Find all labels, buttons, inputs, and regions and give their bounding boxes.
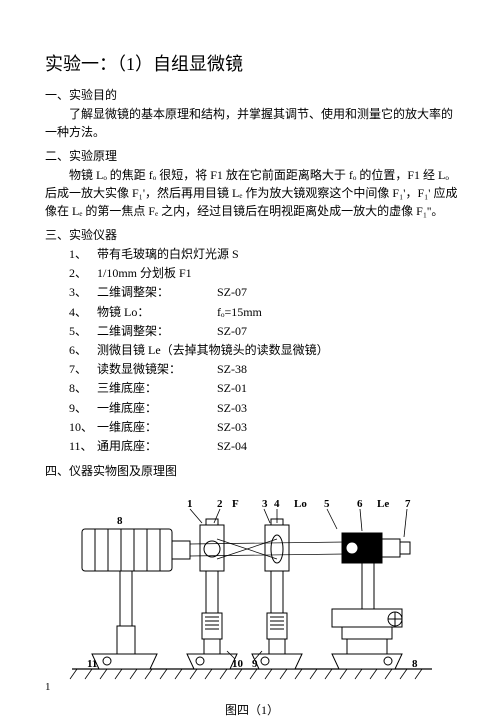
instrument-list: 1、带有毛玻璃的白炽灯光源 S 2、1/10mm 分划板 F1 3、二维调整架：… — [69, 245, 459, 456]
svg-text:5: 5 — [324, 498, 330, 510]
svg-text:4: 4 — [274, 498, 280, 510]
section-3-head: 三、实验仪器 — [45, 226, 459, 243]
svg-text:Le: Le — [377, 498, 389, 510]
list-item: 3、二维调整架：SZ-07 — [69, 283, 459, 302]
figure-caption: 图四（1） — [45, 701, 459, 718]
svg-text:9: 9 — [252, 658, 258, 670]
page-number: 1 — [45, 681, 51, 693]
list-item: 5、二维调整架：SZ-07 — [69, 322, 459, 341]
list-item: 11、通用底座：SZ-04 — [69, 437, 459, 456]
list-item: 7、读数显微镜架：SZ-38 — [69, 360, 459, 379]
list-item: 1、带有毛玻璃的白炽灯光源 S — [69, 245, 459, 264]
diagram: 1 2 F 3 4 Lo 5 6 Le 7 8 11 10 9 8 图四（1） — [45, 489, 459, 718]
list-item: 8、三维底座：SZ-01 — [69, 379, 459, 398]
svg-text:Lo: Lo — [294, 498, 307, 510]
section-1-body: 了解显微镜的基本原理和结构，并掌握其调节、使用和测量它的放大率的一种方法。 — [45, 105, 459, 141]
svg-text:10: 10 — [232, 658, 244, 670]
section-2-head: 二、实验原理 — [45, 147, 459, 164]
svg-text:2: 2 — [217, 498, 223, 510]
page-title: 实验一：（1）自组显微镜 — [45, 50, 459, 76]
lamp-icon — [82, 529, 190, 571]
list-item: 10、一维底座：SZ-03 — [69, 418, 459, 437]
svg-text:3: 3 — [262, 498, 268, 510]
svg-text:6: 6 — [357, 498, 363, 510]
list-item: 6、测微目镜 Le（去掉其物镜头的读数显微镜） — [69, 341, 459, 360]
section-2-body: 物镜 Lₒ 的焦距 fₒ 很短，将 F1 放在它前面距离略大于 fₒ 的位置，F… — [45, 166, 459, 220]
svg-text:8: 8 — [412, 658, 418, 670]
section-4-head: 四、仪器实物图及原理图 — [45, 462, 459, 479]
list-item: 2、1/10mm 分划板 F1 — [69, 264, 459, 283]
section-1-head: 一、实验目的 — [45, 86, 459, 103]
list-item: 9、一维底座：SZ-03 — [69, 399, 459, 418]
svg-text:8: 8 — [117, 515, 123, 527]
svg-text:11: 11 — [87, 658, 97, 670]
svg-text:F: F — [232, 498, 239, 510]
list-item: 4、物镜 Lo：fₒ=15mm — [69, 303, 459, 322]
svg-text:1: 1 — [187, 498, 193, 510]
svg-text:7: 7 — [405, 498, 411, 510]
